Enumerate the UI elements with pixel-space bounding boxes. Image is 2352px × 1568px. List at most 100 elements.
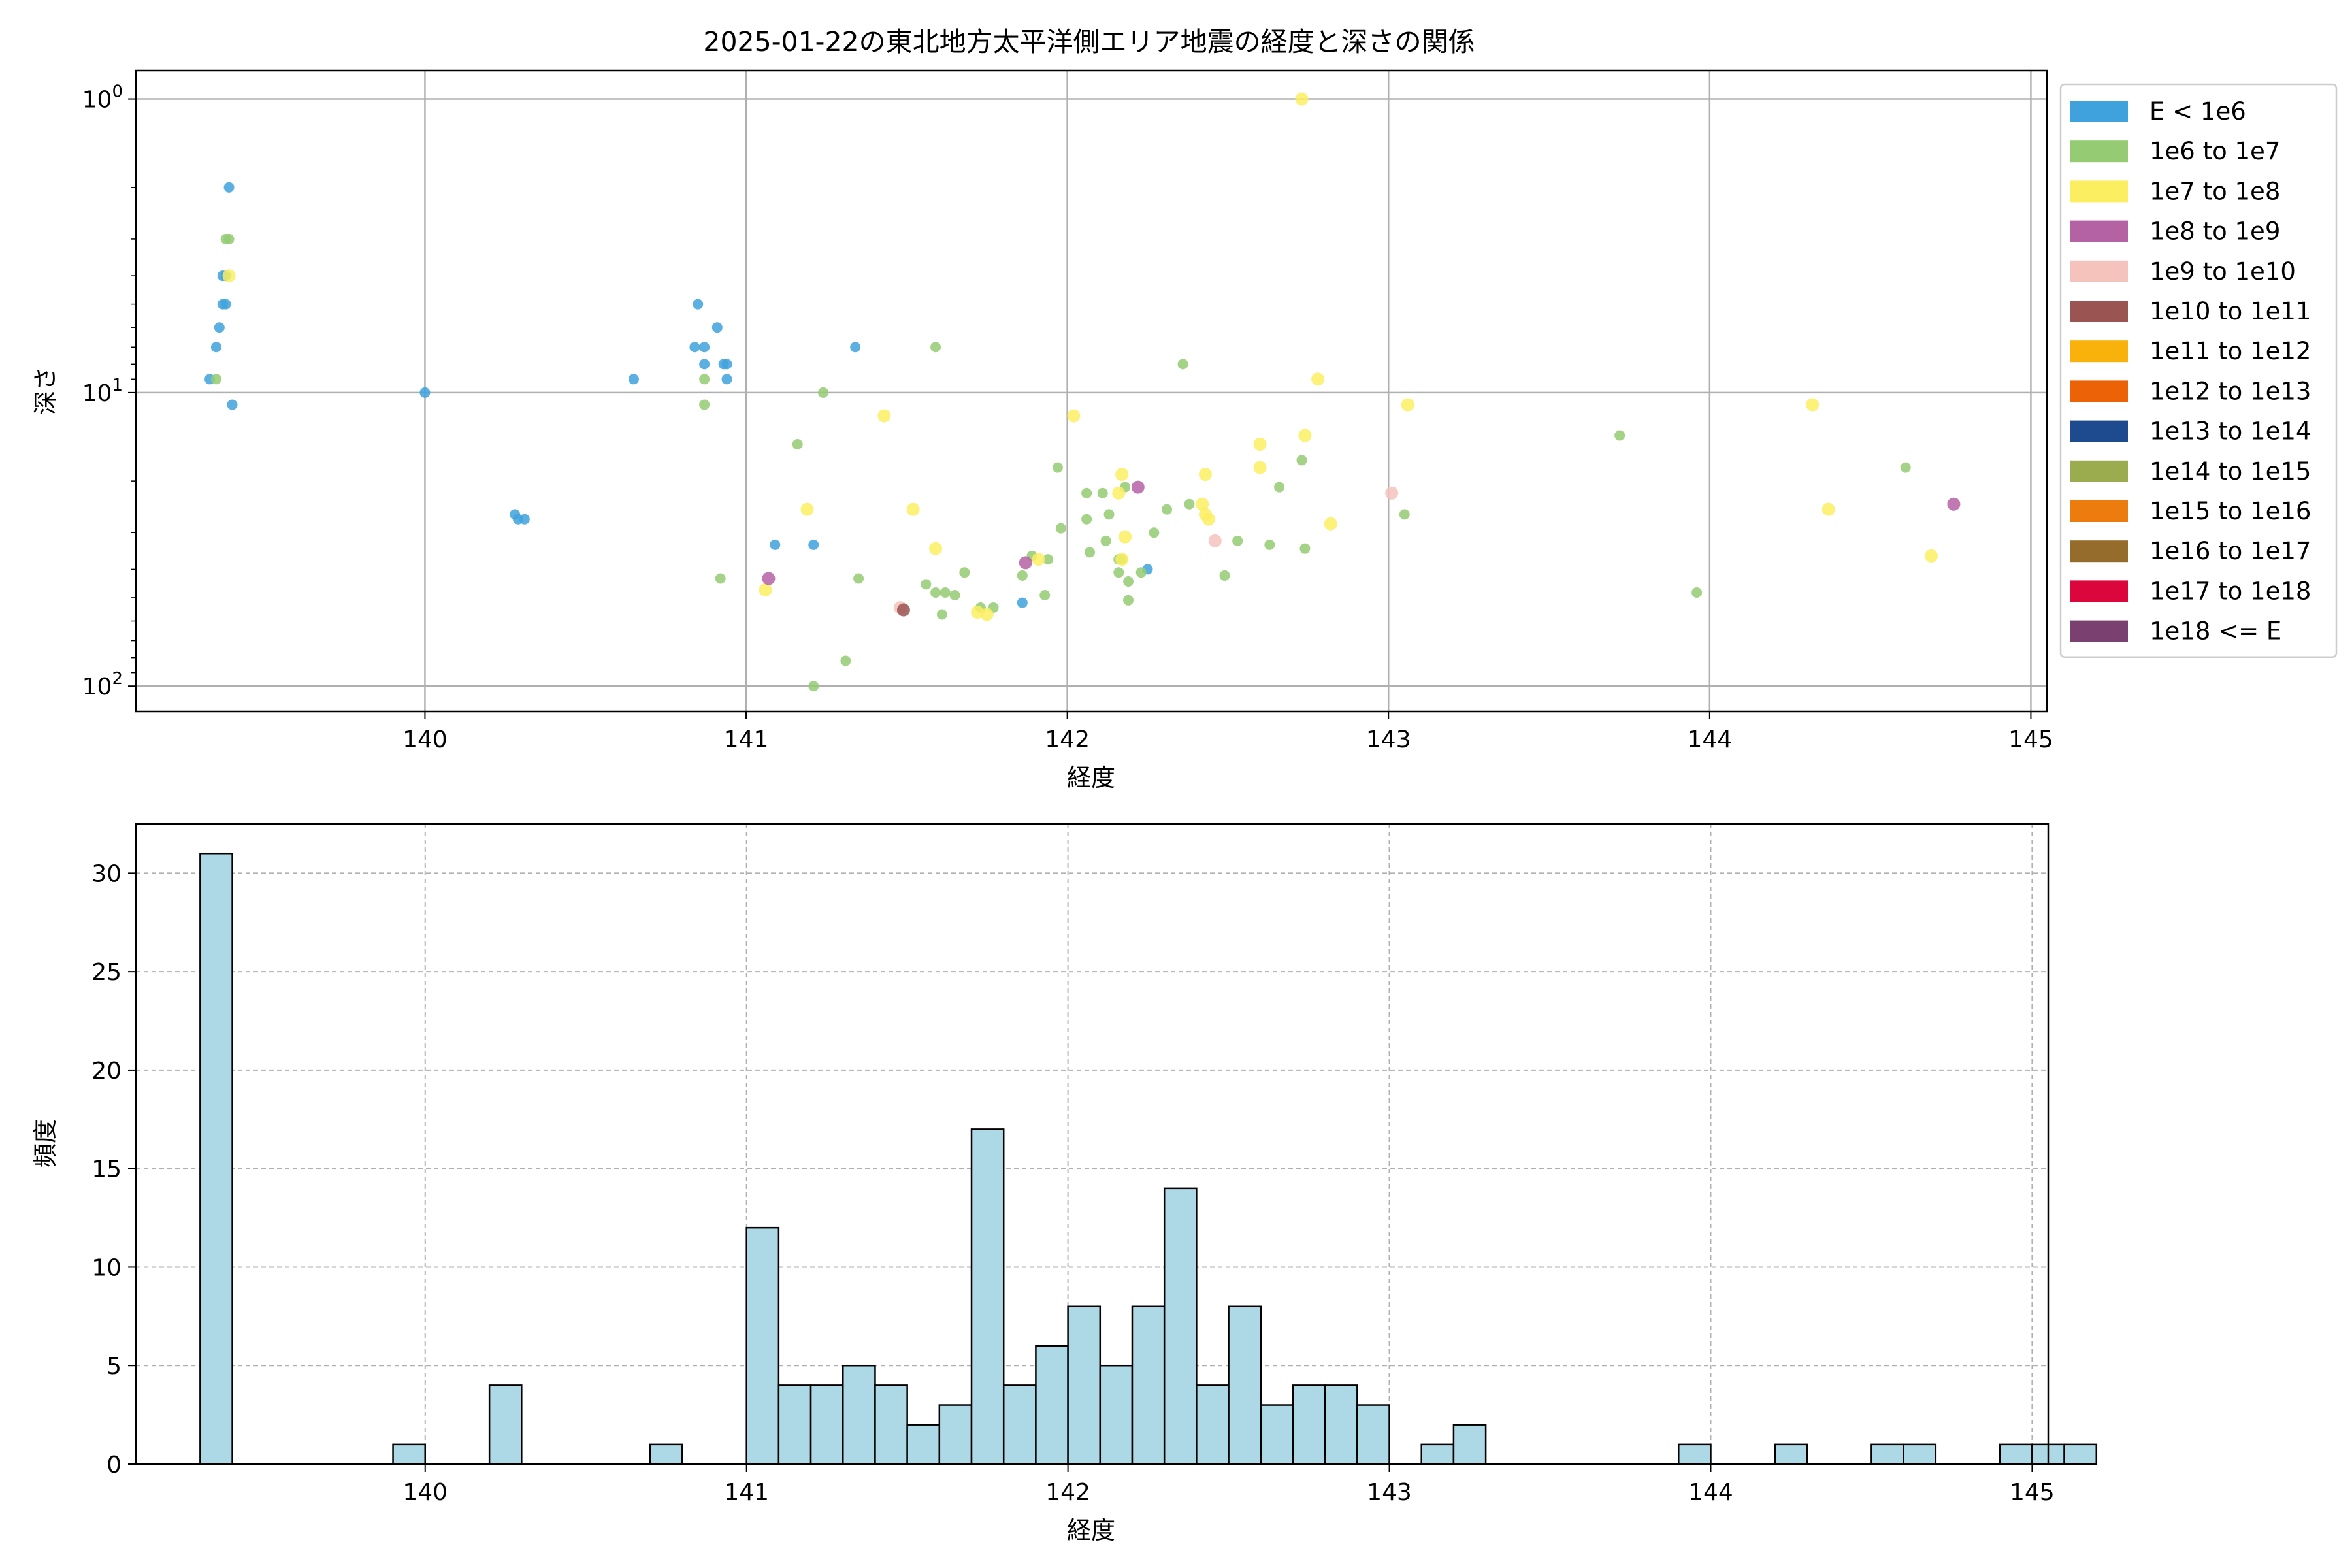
legend-label: 1e14 to 1e15 — [2149, 457, 2311, 485]
scatter-y-tick-exponent: 1 — [112, 376, 123, 395]
scatter-point — [1112, 486, 1126, 500]
histogram-bar — [199, 852, 233, 1465]
histogram-bar — [1260, 1404, 1294, 1465]
histogram-y-tick-label: 25 — [91, 959, 122, 986]
scatter-point — [906, 502, 920, 516]
legend-swatch — [2070, 460, 2128, 482]
scatter-point — [1123, 595, 1134, 606]
histogram-bar — [1324, 1384, 1358, 1465]
scatter-point — [792, 438, 803, 449]
histogram-bar — [1903, 1443, 1937, 1465]
legend-label: 1e7 to 1e8 — [2149, 177, 2280, 205]
scatter-point — [930, 587, 941, 598]
scatter-y-tick-exponent: 2 — [112, 669, 123, 689]
scatter-point — [1299, 543, 1311, 554]
scatter-point — [1264, 539, 1275, 550]
histogram-bar — [1228, 1305, 1262, 1465]
scatter-x-tick-label: 143 — [1366, 727, 1411, 753]
histogram-bar — [1163, 1187, 1198, 1465]
scatter-point — [1123, 576, 1134, 587]
scatter-point — [759, 583, 772, 596]
scatter-point — [1017, 570, 1028, 581]
scatter-point — [223, 233, 235, 244]
legend-label: 1e15 to 1e16 — [2149, 497, 2311, 525]
scatter-point — [1401, 398, 1414, 412]
histogram-bar — [1420, 1443, 1455, 1465]
scatter-point — [929, 542, 943, 555]
histogram-bar — [777, 1384, 812, 1465]
scatter-x-tick-label: 141 — [724, 727, 769, 753]
scatter-point — [1081, 487, 1092, 498]
histogram-bar — [1099, 1364, 1134, 1465]
scatter-point — [222, 269, 236, 283]
scatter-point — [850, 342, 861, 353]
histogram-panel: 140 141 142 143 144 145 0 5 10 15 20 25 30 経度 頻度 — [31, 823, 2098, 1544]
scatter-points — [204, 92, 1961, 692]
scatter-point — [980, 608, 994, 621]
scatter-point — [939, 587, 951, 598]
scatter-point — [715, 573, 726, 584]
histogram-ticks: 140 141 142 143 144 145 0 5 10 15 20 25 30 — [91, 860, 2055, 1506]
histogram-bar — [1002, 1384, 1037, 1465]
legend-label: E < 1e6 — [2149, 97, 2246, 125]
histogram-bar — [1999, 1443, 2033, 1465]
scatter-point — [800, 502, 814, 516]
scatter-point — [1399, 509, 1410, 520]
histogram-bar — [906, 1424, 941, 1465]
histogram-x-tick-label: 141 — [724, 1479, 769, 1506]
scatter-x-tick-label: 140 — [402, 727, 448, 753]
legend-swatch — [2070, 380, 2128, 402]
legend: E < 1e6 1e6 to 1e7 1e7 to 1e8 1e8 to 1e9 1e9… — [2059, 83, 2338, 659]
histogram-bar — [1131, 1305, 1166, 1465]
scatter-point — [1115, 553, 1129, 566]
legend-box — [2059, 83, 2338, 659]
scatter-point — [1019, 556, 1032, 570]
scatter-point — [721, 374, 732, 385]
scatter-point — [1100, 535, 1111, 546]
scatter-point — [1199, 468, 1213, 482]
scatter-point — [1806, 398, 1820, 412]
histogram-bar — [1774, 1443, 1808, 1465]
scatter-point — [1131, 480, 1145, 494]
legend-swatch — [2070, 140, 2128, 163]
legend-label: 1e8 to 1e9 — [2149, 218, 2280, 246]
scatter-point — [1614, 430, 1625, 441]
scatter-point — [1067, 409, 1081, 423]
scatter-point — [1821, 502, 1835, 516]
legend-label: 1e12 to 1e13 — [2149, 377, 2311, 405]
scatter-point — [227, 399, 238, 410]
scatter-point — [1219, 570, 1230, 581]
scatter-point — [959, 567, 970, 578]
histogram-x-tick-label: 145 — [2010, 1479, 2055, 1506]
histogram-y-tick-label: 5 — [106, 1353, 122, 1380]
legend-swatch — [2070, 301, 2128, 322]
scatter-point — [699, 374, 710, 385]
scatter-grid — [136, 71, 2047, 711]
scatter-point — [770, 539, 781, 550]
scatter-y-tick-label: 102 — [82, 669, 123, 700]
scatter-y-tick-label: 101 — [82, 376, 123, 407]
histogram-bar — [874, 1384, 908, 1465]
histogram-x-label: 経度 — [1067, 1516, 1115, 1544]
scatter-point — [1691, 587, 1703, 598]
scatter-frame — [135, 69, 2048, 713]
scatter-point — [1253, 461, 1267, 474]
scatter-point — [689, 342, 700, 353]
histogram-x-tick-label: 142 — [1045, 1479, 1090, 1506]
scatter-point — [1039, 589, 1051, 600]
histogram-y-tick-label: 20 — [91, 1058, 122, 1085]
legend-swatch — [2070, 420, 2128, 442]
histogram-y-tick-label: 30 — [91, 860, 122, 887]
scatter-point — [1900, 462, 1911, 473]
legend-swatch — [2070, 540, 2128, 563]
legend-swatch — [2070, 580, 2128, 602]
scatter-point — [818, 387, 829, 398]
scatter-point — [896, 603, 910, 617]
histogram-y-tick-label: 0 — [106, 1452, 122, 1478]
legend-label: 1e11 to 1e12 — [2149, 337, 2311, 365]
scatter-point — [1177, 359, 1188, 370]
scatter-point — [1208, 534, 1222, 547]
scatter-point — [1149, 527, 1160, 538]
